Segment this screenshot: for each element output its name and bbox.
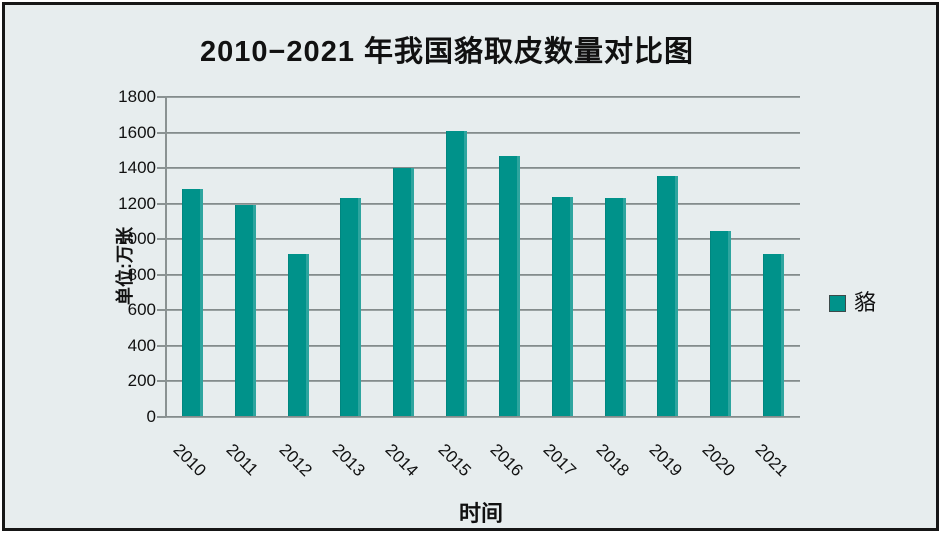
y-axis-tick — [157, 309, 166, 312]
x-axis-tick-label: 2019 — [645, 440, 686, 481]
x-axis-tick-label: 2018 — [592, 440, 633, 481]
x-axis-baseline — [166, 416, 800, 418]
x-axis-tick-label: 2016 — [486, 440, 528, 481]
gridline — [166, 380, 800, 383]
x-axis-tick-label: 2017 — [539, 440, 580, 481]
bar-2016 — [498, 155, 520, 417]
bar-2021 — [763, 254, 785, 417]
y-axis-tick-label: 1000 — [118, 229, 156, 249]
y-axis-tick — [157, 344, 166, 347]
bar-2011 — [234, 204, 256, 417]
x-axis-tick-label: 2011 — [222, 440, 263, 480]
bar-2020 — [710, 231, 732, 417]
y-axis-line — [165, 96, 167, 418]
y-axis-tick — [157, 273, 166, 276]
x-axis-tick-label: 2012 — [275, 440, 316, 481]
x-axis-title: 时间 — [458, 501, 503, 526]
y-axis-tick-label: 800 — [127, 264, 156, 284]
gridline — [166, 309, 800, 312]
x-axis-tick-label: 2020 — [698, 440, 739, 481]
gridline — [166, 167, 800, 170]
x-axis-tick-label: 2014 — [381, 440, 422, 481]
bar-2010 — [181, 188, 203, 417]
x-axis-tick-label: 2021 — [751, 440, 792, 481]
gridline — [166, 202, 800, 205]
y-axis-tick — [157, 380, 166, 383]
gridline — [166, 131, 800, 134]
x-axis-tick-label: 2015 — [434, 440, 475, 481]
y-axis-tick — [157, 96, 166, 98]
y-axis-tick-label: 1800 — [118, 87, 156, 106]
gridline — [166, 344, 800, 347]
y-axis-tick-label: 1200 — [118, 193, 156, 213]
legend-swatch — [829, 294, 846, 312]
y-axis-tick-label: 600 — [127, 300, 156, 320]
gridline — [166, 96, 800, 98]
bar-2012 — [287, 254, 309, 417]
chart-title: 2010−2021 年我国貉取皮数量对比图 — [199, 36, 695, 68]
y-axis-tick-label: 1600 — [118, 122, 156, 142]
y-axis-tick — [157, 131, 166, 134]
legend: 貉 — [829, 290, 877, 315]
y-axis-tick — [157, 238, 166, 241]
bar-2018 — [604, 198, 626, 417]
bar-2014 — [393, 168, 415, 417]
x-axis-tick-label: 2013 — [328, 440, 369, 481]
y-axis-tick-label: 200 — [127, 371, 156, 391]
y-axis-tick-label: 400 — [127, 335, 156, 355]
bar-2017 — [551, 196, 573, 417]
y-axis-tick — [157, 167, 166, 170]
y-axis-tick — [157, 416, 166, 418]
gridline — [166, 273, 800, 276]
y-axis-tick-label: 0 — [146, 407, 156, 426]
bar-2013 — [340, 198, 362, 417]
y-axis-tick-label: 1400 — [118, 158, 156, 178]
gridline — [166, 238, 800, 241]
x-axis-tick-label: 2010 — [169, 440, 211, 481]
bar-2019 — [657, 176, 679, 417]
bar-2015 — [446, 131, 468, 417]
legend-label: 貉 — [854, 290, 877, 315]
y-axis-tick — [157, 202, 166, 205]
